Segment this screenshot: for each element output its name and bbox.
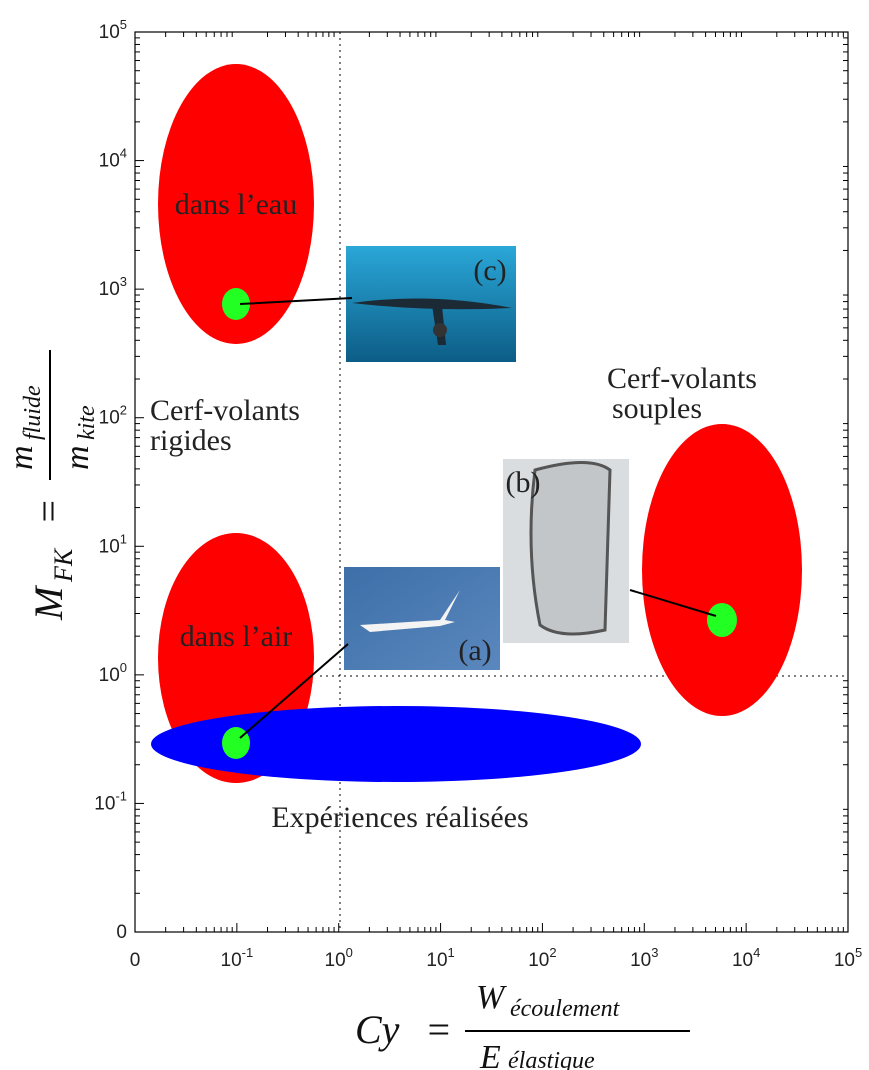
svg-text:m: m (59, 445, 96, 470)
tick-label: 0 (116, 922, 127, 943)
region-flexible (642, 424, 802, 716)
svg-text:=: = (26, 498, 71, 525)
point (222, 288, 250, 320)
tick-label: 0 (130, 950, 141, 971)
y-axis-label: M FK = m fluide m kite (3, 350, 100, 621)
x-axis-label: Cy = W écoulement E élastique (355, 979, 690, 1070)
photo-label: (a) (458, 634, 491, 667)
minor-ticks (135, 32, 848, 932)
tick-label: 100 (99, 660, 127, 686)
tick-label: 101 (99, 531, 127, 557)
connector (239, 643, 349, 739)
region-label: dans l’eau (175, 188, 297, 221)
svg-text:kite: kite (74, 405, 100, 440)
connector (629, 589, 717, 617)
region-label: rigides (150, 424, 232, 457)
tick-label: 103 (630, 945, 658, 971)
photo-label: (b) (506, 466, 541, 499)
tick-label: 10-1 (221, 945, 254, 971)
tick-label: 100 (325, 945, 353, 971)
photo-c (346, 246, 516, 362)
region-label: dans l’air (180, 620, 292, 653)
svg-text:=: = (425, 1007, 452, 1052)
tick-label: 104 (99, 146, 127, 172)
connector (239, 297, 353, 305)
region-experiments (151, 706, 641, 782)
plot-frame (134, 31, 849, 933)
photo-a (344, 567, 500, 670)
tick-label: 10-1 (94, 788, 127, 814)
svg-text:fluide: fluide (20, 385, 46, 440)
svg-text:M: M (26, 584, 71, 621)
tick-label: 102 (528, 945, 556, 971)
photo-label: (c) (473, 254, 506, 287)
region-water (158, 64, 314, 344)
svg-text:écoulement: écoulement (510, 996, 621, 1022)
tick-label: 102 (99, 403, 127, 429)
tick-label: 104 (732, 945, 760, 971)
svg-text:W: W (476, 979, 507, 1016)
photo-b (503, 459, 629, 643)
svg-text:m: m (3, 445, 40, 470)
point (707, 603, 737, 637)
region-label: Cerf-volants (607, 362, 757, 395)
region-label: Cerf-volants (150, 394, 300, 427)
svg-text:E: E (479, 1039, 501, 1070)
svg-text:élastique: élastique (508, 1048, 595, 1070)
svg-text:FK: FK (49, 547, 78, 583)
tick-label: 101 (426, 945, 454, 971)
region-label: souples (612, 392, 702, 425)
tick-label: 105 (834, 945, 862, 971)
tick-label: 103 (99, 274, 127, 300)
region-label: Expériences réalisées (271, 801, 528, 834)
svg-text:Cy: Cy (355, 1007, 400, 1052)
tick-label: 105 (99, 17, 127, 43)
